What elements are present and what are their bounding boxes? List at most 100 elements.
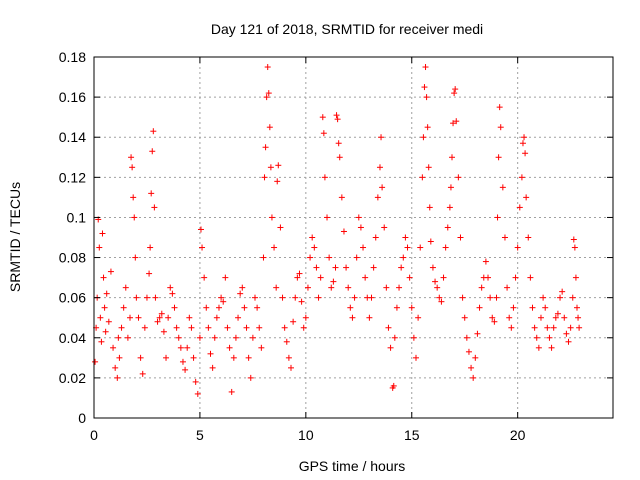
data-point (147, 244, 154, 251)
data-point (385, 324, 392, 331)
data-point (194, 390, 201, 397)
data-point (101, 304, 108, 311)
data-point (264, 64, 271, 71)
data-point (453, 118, 460, 125)
data-point (376, 164, 383, 171)
data-point (523, 194, 530, 201)
data-point (107, 268, 114, 275)
x-tick-label: 20 (510, 427, 526, 443)
data-point (127, 314, 134, 321)
data-point (290, 318, 297, 325)
data-point (285, 354, 292, 361)
data-point (332, 264, 339, 271)
y-tick-label: 0.04 (59, 330, 86, 346)
data-point (514, 244, 521, 251)
data-point (510, 304, 517, 311)
data-point (402, 234, 409, 241)
data-point (296, 270, 303, 277)
data-point (283, 338, 290, 345)
data-point (542, 304, 549, 311)
data-point (504, 284, 511, 291)
data-point (383, 284, 390, 291)
data-point (186, 314, 193, 321)
data-point (506, 314, 513, 321)
data-point (220, 298, 227, 305)
data-point (550, 324, 557, 331)
data-point (396, 284, 403, 291)
data-point (573, 304, 580, 311)
data-point (531, 324, 538, 331)
data-point (438, 298, 445, 305)
data-point (366, 314, 373, 321)
data-point (412, 354, 419, 361)
data-point (336, 154, 343, 161)
data-point (222, 274, 229, 281)
data-point (535, 344, 542, 351)
data-point (99, 230, 106, 237)
data-point (97, 314, 104, 321)
data-point (135, 314, 142, 321)
data-point (372, 234, 379, 241)
data-point (351, 294, 358, 301)
data-point (239, 284, 246, 291)
y-tick-label: 0.16 (59, 89, 86, 105)
data-point (154, 318, 161, 325)
data-point (450, 120, 457, 127)
data-point (387, 344, 394, 351)
data-point (163, 354, 170, 361)
data-point (294, 274, 301, 281)
data-point (567, 324, 574, 331)
data-point (300, 324, 307, 331)
data-point (173, 324, 180, 331)
points-layer (92, 64, 583, 397)
data-point (112, 364, 119, 371)
data-point (447, 184, 454, 191)
x-tick-label: 10 (298, 427, 314, 443)
data-point (141, 324, 148, 331)
data-point (408, 304, 415, 311)
data-point (452, 86, 459, 93)
data-point (328, 284, 335, 291)
data-point (330, 278, 337, 285)
data-point (533, 334, 540, 341)
data-point (103, 290, 110, 297)
data-point (487, 294, 494, 301)
data-point (478, 284, 485, 291)
data-point (262, 144, 269, 151)
data-point (230, 354, 237, 361)
data-point (179, 358, 186, 365)
data-point (404, 244, 411, 251)
ticks-layer: 0 0.02 0.04 0.06 0.08 0.1 0.12 0.14 0.16 0.18 0 5 10… (59, 49, 613, 443)
data-point (158, 310, 165, 317)
data-point (92, 358, 99, 365)
data-point (304, 284, 311, 291)
data-point (317, 274, 324, 281)
y-axis-label: SRMTID / TECUs (7, 182, 23, 292)
data-point (249, 334, 256, 341)
data-point (426, 204, 433, 211)
data-point (122, 284, 129, 291)
data-point (130, 194, 137, 201)
data-point (470, 374, 477, 381)
data-point (540, 294, 547, 301)
chart-title: Day 121 of 2018, SRMTID for receiver med… (211, 21, 483, 37)
data-point (215, 304, 222, 311)
data-point (152, 294, 159, 301)
data-point (576, 324, 583, 331)
data-point (243, 324, 250, 331)
data-point (476, 304, 483, 311)
data-point (390, 382, 397, 389)
data-point (355, 214, 362, 221)
y-tick-label: 0 (78, 410, 86, 426)
data-point (213, 314, 220, 321)
data-point (237, 290, 244, 297)
data-point (491, 318, 498, 325)
data-point (148, 190, 155, 197)
data-point (415, 314, 422, 321)
data-point (267, 164, 274, 171)
data-point (307, 254, 314, 261)
data-point (115, 334, 122, 341)
data-point (211, 334, 218, 341)
data-point (461, 314, 468, 321)
